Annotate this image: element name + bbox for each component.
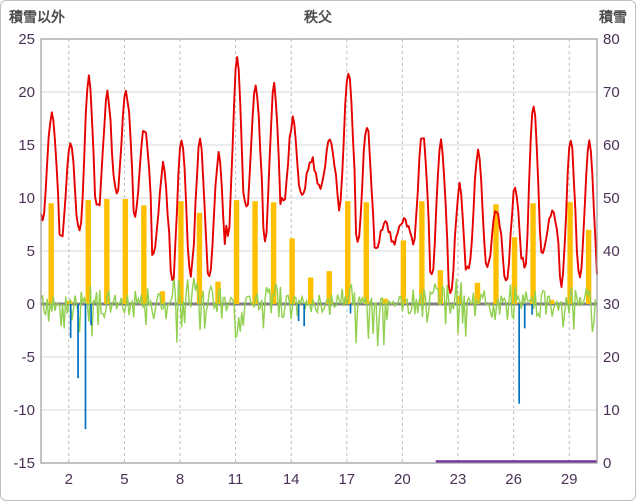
y-left-tick-label: 0 bbox=[27, 296, 35, 313]
sunshine-bar bbox=[585, 229, 592, 304]
x-tick-label: 23 bbox=[450, 471, 467, 488]
x-tick-label: 17 bbox=[338, 471, 355, 488]
y-right-tick-label: 40 bbox=[603, 243, 620, 260]
sunshine-bar bbox=[85, 200, 91, 304]
y-right-tick-label: 50 bbox=[603, 190, 620, 207]
sunshine-bar bbox=[307, 277, 314, 304]
y-left-tick-label: -10 bbox=[13, 402, 35, 419]
sunshine-bar bbox=[511, 237, 518, 304]
sunshine-bar bbox=[233, 200, 240, 304]
x-tick-label: 8 bbox=[176, 471, 184, 488]
sunshine-bar bbox=[345, 201, 351, 304]
y-left-tick-label: 25 bbox=[18, 31, 35, 48]
sunshine-bar bbox=[363, 202, 369, 304]
x-tick-label: 20 bbox=[394, 471, 411, 488]
y-left-tick-label: 15 bbox=[18, 137, 35, 154]
sunshine-bar bbox=[530, 203, 536, 304]
y-right-tick-label: 80 bbox=[603, 31, 620, 48]
sunshine-bar bbox=[141, 205, 147, 304]
x-tick-label: 2 bbox=[65, 471, 73, 488]
y-right-tick-label: 60 bbox=[603, 137, 620, 154]
x-tick-label: 29 bbox=[561, 471, 578, 488]
sunshine-bar bbox=[437, 270, 444, 304]
y-left-tick-label: 20 bbox=[18, 84, 35, 101]
sunshine-bar bbox=[196, 212, 203, 304]
sunshine-bar bbox=[252, 201, 258, 304]
sunshine-bar bbox=[419, 201, 425, 304]
sunshine-bar bbox=[122, 199, 129, 304]
sunshine-bar bbox=[400, 240, 407, 304]
green-line bbox=[40, 276, 597, 347]
plot-border bbox=[40, 38, 598, 464]
sunshine-bar bbox=[382, 298, 388, 304]
sunshine-bar bbox=[48, 203, 54, 304]
chart-title: 秩父 bbox=[304, 9, 332, 25]
sunshine-bar bbox=[456, 295, 462, 304]
y-left-tick-label: -15 bbox=[13, 455, 35, 472]
sunshine-bar bbox=[159, 291, 166, 304]
sunshine-bar bbox=[548, 299, 555, 304]
sunshine-bar bbox=[326, 271, 332, 304]
sunshine-bar bbox=[474, 282, 481, 304]
y-right-tick-label: 10 bbox=[603, 402, 620, 419]
y-left-tick-label: -5 bbox=[22, 349, 35, 366]
sunshine-bar bbox=[178, 201, 184, 304]
y-right-tick-label: 20 bbox=[603, 349, 620, 366]
y-right-tick-label: 30 bbox=[603, 296, 620, 313]
sunshine-bar bbox=[493, 204, 499, 304]
sunshine-bar bbox=[567, 202, 573, 304]
right-axis-title: 積雪 bbox=[599, 9, 627, 25]
x-tick-label: 5 bbox=[120, 471, 128, 488]
sunshine-bar bbox=[289, 238, 295, 304]
y-left-tick-label: 10 bbox=[18, 190, 35, 207]
x-tick-label: 11 bbox=[228, 471, 244, 488]
left-axis-title: 積雪以外 bbox=[9, 9, 65, 25]
red-line bbox=[40, 56, 598, 295]
sunshine-bar bbox=[270, 202, 277, 304]
x-tick-label: 14 bbox=[283, 471, 300, 488]
y-right-tick-label: 0 bbox=[603, 455, 611, 472]
y-right-tick-label: 70 bbox=[603, 84, 620, 101]
y-left-tick-label: 5 bbox=[27, 243, 35, 260]
x-tick-label: 26 bbox=[505, 471, 522, 488]
sunshine-bar bbox=[104, 199, 110, 304]
